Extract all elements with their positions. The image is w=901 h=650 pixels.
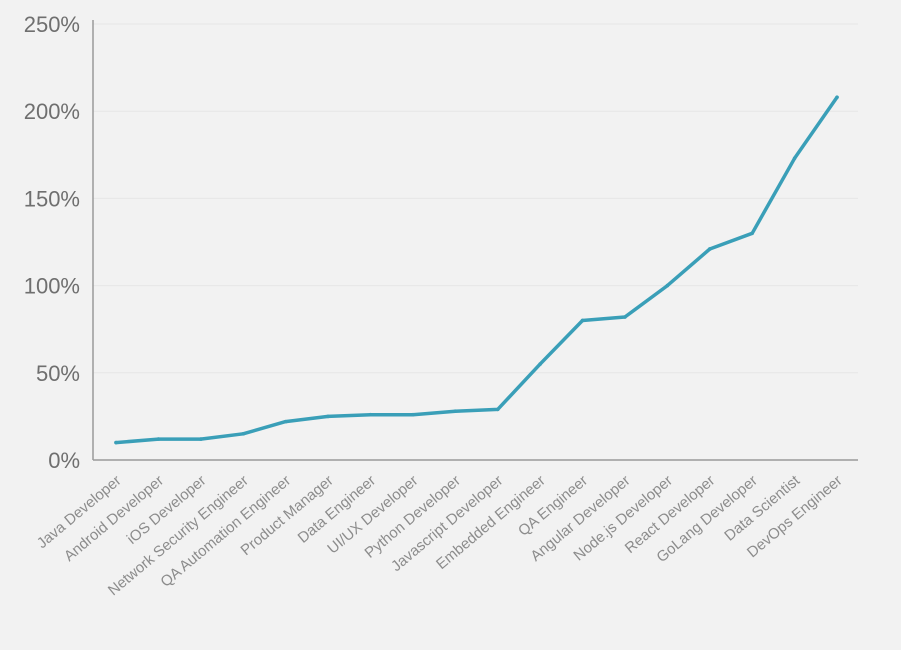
y-tick-label: 100% — [24, 274, 80, 299]
data-point — [538, 362, 542, 366]
y-tick-label: 150% — [24, 186, 80, 211]
data-point — [792, 156, 797, 161]
gridlines — [93, 23, 858, 374]
y-tick-label: 250% — [24, 12, 80, 37]
data-point — [283, 419, 288, 424]
axes — [92, 20, 858, 461]
data-point — [665, 283, 670, 288]
data-point — [199, 437, 203, 441]
data-point — [707, 247, 712, 251]
data-point — [623, 315, 627, 319]
data-point — [241, 432, 246, 436]
data-point — [368, 412, 373, 417]
data-point — [156, 437, 161, 441]
y-tick-label: 200% — [24, 99, 80, 124]
y-tick-label: 50% — [36, 361, 80, 386]
data-point — [114, 440, 118, 445]
data-point — [580, 318, 585, 323]
data-point — [411, 412, 415, 417]
y-tick-label: 0% — [48, 448, 80, 473]
data-point — [326, 414, 330, 419]
series-line-0 — [114, 95, 839, 445]
y-tick-labels: 0% 50% 100% 150% 200% 250% — [24, 12, 80, 473]
data-point — [835, 95, 839, 100]
data-point — [453, 409, 458, 413]
series — [114, 95, 839, 445]
data-point — [750, 231, 754, 236]
data-point — [495, 407, 500, 412]
